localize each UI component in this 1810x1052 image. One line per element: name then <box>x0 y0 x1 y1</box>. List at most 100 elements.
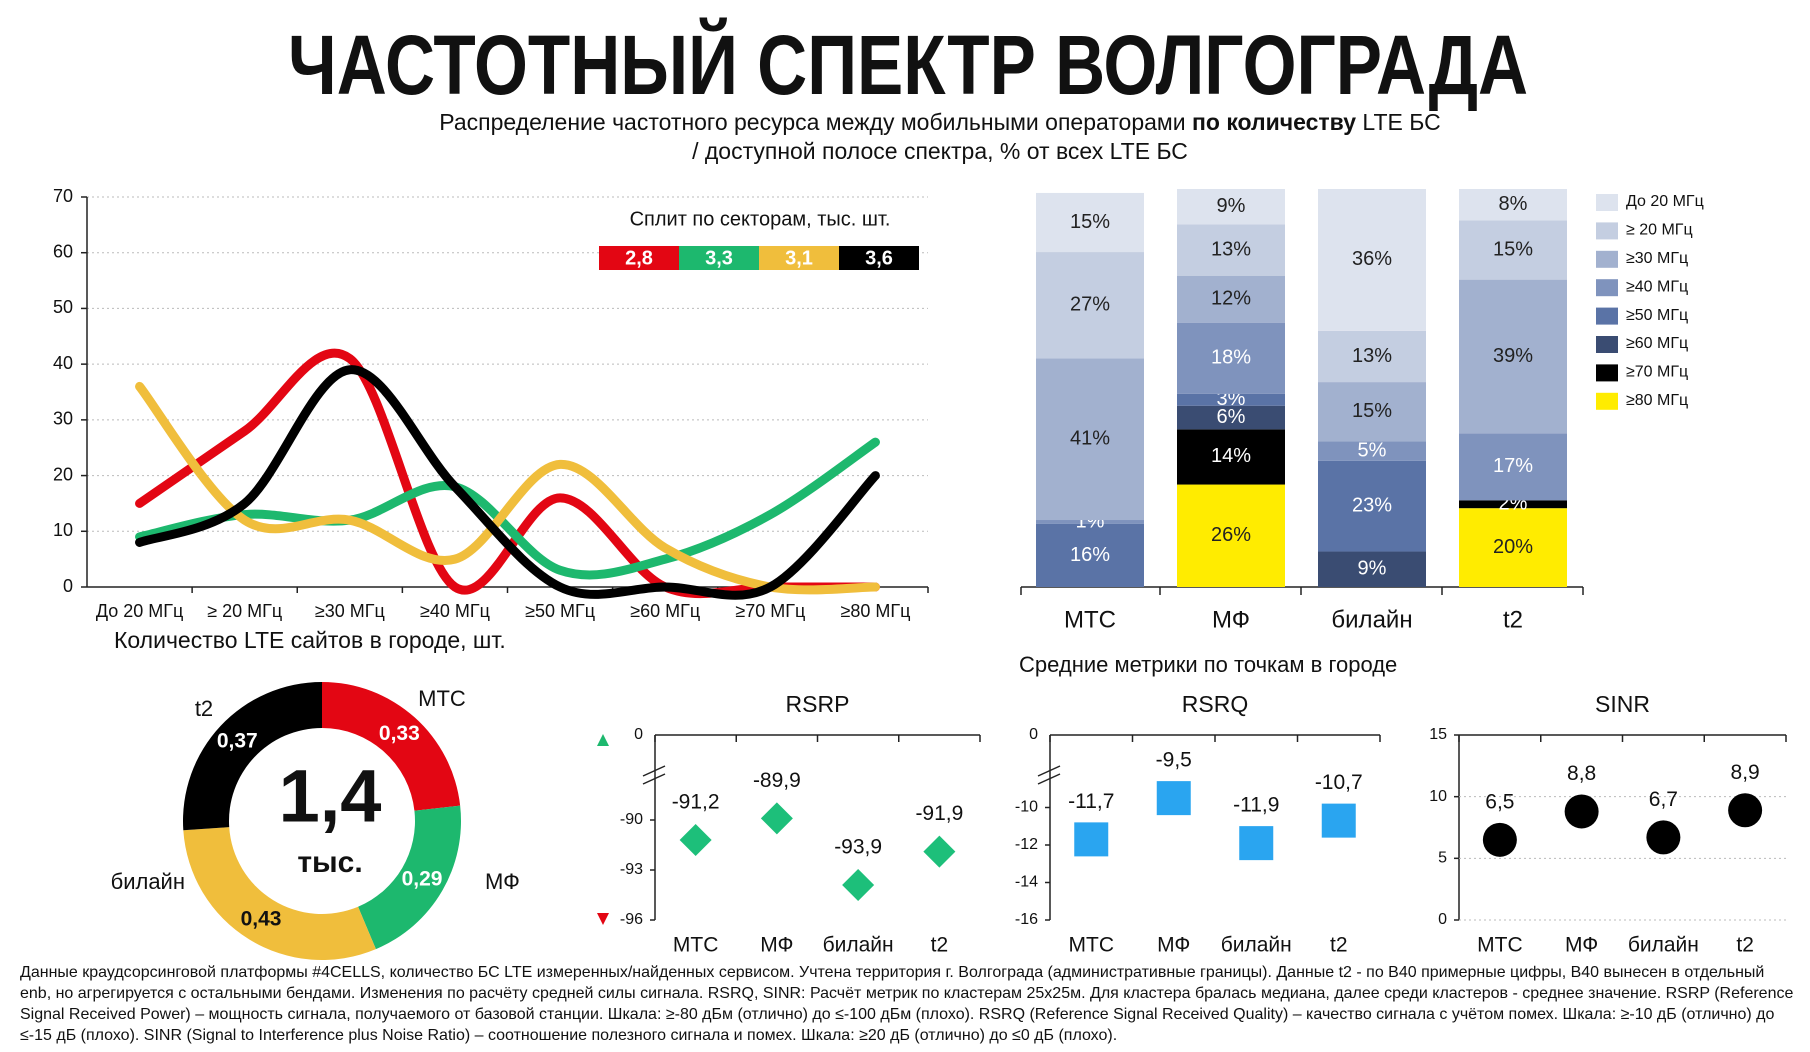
x-tick-label: ≥50 МГц <box>525 601 595 621</box>
data-label: 8,9 <box>1731 761 1760 784</box>
point <box>1239 826 1274 861</box>
y-tick-label: 10 <box>53 520 73 540</box>
legend-swatch <box>1596 392 1618 410</box>
legend-swatch <box>1596 364 1618 382</box>
x-tick-label: До 20 МГц <box>96 601 183 621</box>
data-label: 13% <box>1211 238 1251 260</box>
bar-segment <box>1318 330 1426 383</box>
bar-segment <box>1459 279 1567 434</box>
data-label: 13% <box>1352 345 1392 367</box>
bar-segment <box>1318 382 1426 442</box>
bar-segment <box>1459 508 1567 587</box>
legend-label: ≥50 МГц <box>1626 307 1688 324</box>
bar-segment <box>1318 551 1426 587</box>
data-label: 8% <box>1499 193 1528 215</box>
subtitle-part: Распределение частотного ресурса между м… <box>439 109 1192 135</box>
point <box>1728 793 1763 828</box>
y-tick-label: 70 <box>53 186 73 206</box>
x-tick-label: МФ <box>1565 934 1598 957</box>
axis-break <box>642 773 666 785</box>
subtitle-bold: по количеству <box>1192 109 1356 135</box>
donut-segment <box>358 805 461 950</box>
subtitle: Распределение частотного ресурса между м… <box>439 109 1440 135</box>
data-label: 27% <box>1070 294 1110 316</box>
data-label: 15% <box>1352 400 1392 422</box>
data-label: 14% <box>1211 445 1251 467</box>
bar-segment <box>1459 433 1567 501</box>
axis-break <box>1037 773 1061 785</box>
subtitle: / доступной полосе спектра, % от всех LT… <box>692 138 1188 164</box>
data-label: 0,37 <box>217 729 258 752</box>
bar-segment <box>1036 520 1144 524</box>
legend-swatch <box>679 246 759 270</box>
legend-swatch <box>599 246 679 270</box>
bar-segment <box>1177 224 1285 276</box>
subtitle-part: LTE БС <box>1356 109 1441 135</box>
y-tick-label: -96 <box>620 911 643 928</box>
data-label: -9,5 <box>1156 749 1192 772</box>
data-label: 9% <box>1358 558 1387 580</box>
legend-label: ≥70 МГц <box>1626 364 1688 381</box>
point <box>1321 803 1356 838</box>
axis-break <box>642 765 666 777</box>
center-label: 1,4 <box>279 755 382 838</box>
category-label: билайн <box>111 869 185 894</box>
point <box>1074 822 1109 857</box>
data-label: 0,33 <box>379 722 420 745</box>
bar-segment <box>1036 523 1144 587</box>
x-tick-label: ≥40 МГц <box>420 601 490 621</box>
chart-title: RSRQ <box>1182 691 1248 717</box>
data-label: 0,29 <box>402 867 443 890</box>
rsrp-arrow <box>597 734 609 925</box>
legend-swatch <box>1596 279 1618 297</box>
data-label: 8,8 <box>1567 762 1596 785</box>
bar-segment <box>1318 441 1426 461</box>
x-tick-label: билайн <box>1331 606 1412 633</box>
bar-segment <box>1177 405 1285 430</box>
y-tick-label: -12 <box>1015 836 1038 853</box>
center-unit: тыс. <box>297 846 362 879</box>
chart-title: RSRP <box>786 691 850 717</box>
y-tick-label: 0 <box>1438 911 1447 928</box>
y-tick-label: 0 <box>63 576 73 596</box>
data-label: -11,7 <box>1068 790 1114 813</box>
legend-swatch <box>1596 194 1618 211</box>
data-label: 17% <box>1493 455 1533 477</box>
legend-swatch <box>1596 250 1618 268</box>
y-tick-label: 10 <box>1429 788 1447 805</box>
y-tick-label: 50 <box>53 297 73 317</box>
legend-label: ≥40 МГц <box>1626 278 1688 295</box>
x-tick-label: ≥30 МГц <box>315 601 385 621</box>
legend-title: Сплит по секторам, тыс. шт. <box>630 208 891 230</box>
data-label: 16% <box>1070 544 1110 566</box>
legend-swatch <box>1596 336 1618 353</box>
x-tick-label: МФ <box>1212 606 1250 633</box>
bar-segment <box>1177 429 1285 485</box>
y-tick-label: 40 <box>53 353 73 373</box>
data-label: -91,9 <box>915 802 963 825</box>
x-tick-label: МТС <box>1069 934 1115 957</box>
data-label: -91,2 <box>672 791 720 814</box>
chart-title: SINR <box>1595 691 1650 717</box>
x-tick-label: t2 <box>931 934 949 957</box>
bar-segment <box>1459 500 1567 509</box>
data-label: 18% <box>1211 347 1251 369</box>
data-label: -10,7 <box>1315 771 1363 794</box>
y-tick-label: -93 <box>620 861 643 878</box>
donut-segment <box>183 827 376 960</box>
data-label: 0,43 <box>241 907 282 930</box>
point <box>679 824 712 856</box>
infographic: ЧАСТОТНЫЙ СПЕКТР ВОЛГОГРАДА Распределени… <box>53 18 1787 960</box>
data-label: 6% <box>1217 406 1246 428</box>
category-label: t2 <box>195 696 213 721</box>
bar-segment <box>1036 192 1144 253</box>
bar-segment <box>1459 189 1567 221</box>
bar-segment <box>1036 358 1144 521</box>
line-series <box>135 365 880 600</box>
x-tick-label: МТС <box>673 934 719 957</box>
x-tick-label: билайн <box>1628 934 1699 957</box>
y-tick-label: -10 <box>1015 799 1038 816</box>
data-label: 36% <box>1352 248 1392 270</box>
legend-label: 3,3 <box>705 247 733 269</box>
x-tick-label: ≥ 20 МГц <box>207 601 282 621</box>
